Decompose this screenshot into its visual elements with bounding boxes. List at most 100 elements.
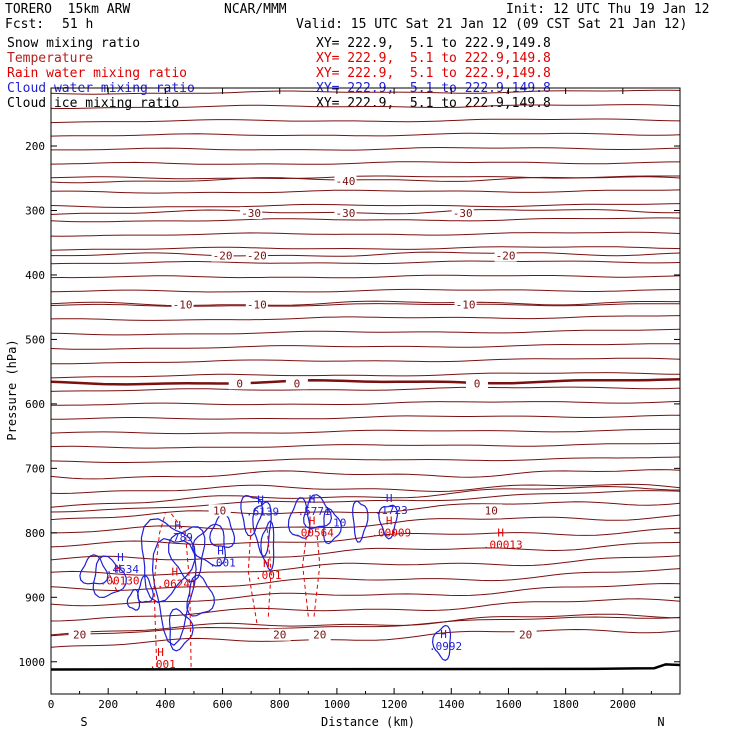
high-value-label: .001 (209, 556, 236, 569)
high-marker: H (309, 515, 316, 528)
x-tick-label: 800 (270, 698, 290, 711)
isotherm-line (50, 315, 681, 321)
isotherm--10 (50, 300, 680, 306)
x-tick-label: 1600 (495, 698, 522, 711)
valid-time: Valid: 15 UTC Sat 21 Jan 12 (09 CST Sat … (296, 17, 688, 32)
isotherm-line (50, 414, 681, 420)
y-tick-label: 400 (25, 269, 45, 282)
x-tick-label: 1000 (324, 698, 351, 711)
rain-water-contour (313, 532, 321, 617)
isotherm-line (50, 118, 681, 124)
isotherm-label: 0 (236, 377, 243, 390)
isotherm-label-bg (245, 298, 268, 311)
legend-temperature-name: Temperature (7, 51, 94, 66)
isotherm-label: 10 (213, 504, 226, 517)
isotherm-label-bg (68, 628, 91, 641)
cloud-water-contour (186, 574, 215, 617)
isotherm-label-bg (334, 174, 357, 187)
isotherm--30 (50, 209, 680, 215)
isotherm-line (50, 598, 681, 622)
isotherm-line (50, 274, 681, 279)
high-value-label: .001 (149, 658, 176, 671)
isotherm-line (50, 428, 680, 435)
isotherm-label-bg (245, 249, 268, 262)
axis-ticks: 0 200 400 600 800 1000 1200 1400 1600 1800 2000200… (19, 88, 680, 711)
y-tick-label: 1000 (19, 656, 46, 669)
isotherm-label: -10 (247, 299, 267, 312)
rain-water-contour (107, 571, 118, 592)
isotherm-line (50, 469, 681, 480)
isotherm-label: -30 (453, 207, 473, 220)
plot-frame (50, 87, 681, 695)
high-marker: H (217, 544, 224, 557)
isotherm-line (50, 485, 681, 508)
y-tick-label: 300 (25, 204, 45, 217)
isotherm-label: 20 (313, 629, 326, 642)
rain-water-contour (170, 513, 192, 667)
high-value-label: .00564 (294, 527, 334, 540)
x-tick-label: 1400 (438, 698, 465, 711)
high-marker: H (174, 519, 181, 532)
isotherm-label: 20 (273, 629, 286, 642)
rain-water-contour (266, 526, 272, 617)
x-tick-label: 1800 (552, 698, 579, 711)
rain-water-contour (302, 532, 309, 617)
isotherm-line (50, 89, 681, 95)
cloud-water-contour (322, 507, 342, 545)
org-label: NCAR/MMM (224, 2, 287, 17)
isotherm-label-bg (208, 504, 231, 517)
legend-temperature-xy: XY= 222.9, 5.1 to 222.9,149.8 (316, 51, 551, 66)
x-tick-label: 600 (213, 698, 233, 711)
plot-border (50, 87, 681, 695)
isotherm-line (50, 514, 681, 534)
legend-rain-xy: XY= 222.9, 5.1 to 222.9,149.8 (316, 66, 551, 81)
terrain-layer (50, 663, 681, 671)
forecast-hours: 51 h (62, 17, 94, 32)
high-marker: H (157, 646, 164, 659)
isotherm-label-bg (451, 207, 474, 220)
cloud-water-contour (260, 520, 275, 572)
isotherm-10 (50, 490, 681, 513)
isotherm-label-bg (480, 504, 503, 517)
x-tick-label: 400 (155, 698, 175, 711)
isotherm-label: -40 (336, 175, 356, 188)
high-marker: H (309, 493, 316, 506)
high-value-label: .001 (255, 569, 282, 582)
y-tick-label: 200 (25, 140, 45, 153)
isotherm-label-bg (285, 377, 308, 390)
isotherm-label-bg (268, 628, 291, 641)
high-marker: H (263, 557, 270, 570)
isotherm-label-bg (334, 207, 357, 220)
isotherm-label-bg (466, 377, 489, 390)
x-tick-label: 2000 (610, 698, 637, 711)
y-tick-label: 700 (25, 462, 45, 475)
cloud-water-contour (352, 500, 369, 543)
isotherm-line (50, 260, 681, 265)
surface-terrain-line (50, 663, 681, 671)
isotherm-label: 20 (73, 629, 86, 642)
cloud-water-contour (140, 518, 196, 603)
rain-water-contour (153, 513, 166, 667)
cloud-water-contour (192, 523, 227, 567)
cloud-water-contour (303, 494, 333, 530)
cloud-water-contour (168, 526, 206, 583)
high-marker: H (386, 515, 393, 528)
cloud-water-contour (287, 497, 311, 539)
high-value-label: .00013 (483, 538, 523, 551)
cloud-water-contour (209, 513, 236, 549)
isotherm-line (50, 541, 681, 561)
isotherm-label: 20 (519, 629, 532, 642)
isotherm-label-bg (228, 377, 251, 390)
high-marker: H (497, 526, 504, 539)
isotherm-line (51, 146, 681, 151)
isotherm-label: 0 (294, 377, 301, 390)
isotherm-line (50, 456, 681, 463)
isotherm-label: -30 (241, 207, 261, 220)
cloud-water-contour-label: 10 (333, 516, 346, 529)
isotherm--40 (50, 176, 681, 184)
isotherm-label: -20 (496, 250, 516, 263)
isotherm-line (50, 527, 681, 548)
isotherm-label: -10 (173, 299, 193, 312)
legend-snow-name: Snow mixing ratio (7, 36, 141, 51)
isotherm-line (50, 442, 681, 449)
